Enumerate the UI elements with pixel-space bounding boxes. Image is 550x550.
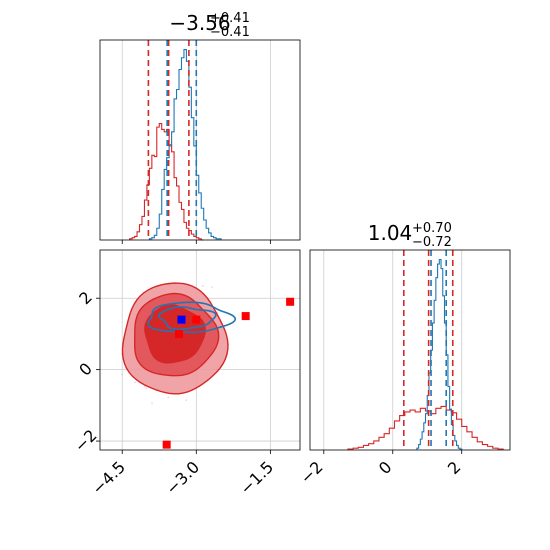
br-x-tick-label-0: −2 <box>297 457 327 487</box>
red-marker-4 <box>162 440 171 449</box>
blue-marker <box>177 315 186 324</box>
bg-point <box>145 387 148 390</box>
bg-point <box>151 402 153 405</box>
red-marker-3 <box>192 315 201 324</box>
br-x-ticks: −2 0 2 <box>297 457 465 487</box>
bg-point <box>143 385 146 388</box>
br-axes-frame <box>309 249 511 451</box>
br-grid <box>323 250 463 454</box>
br-title: 1.04 <box>368 221 413 245</box>
br-quantile-lines <box>402 250 454 450</box>
bg-point <box>211 286 213 289</box>
tl-title-sup: +0.41 <box>210 11 250 26</box>
tl-title: −3.56 <box>169 11 230 35</box>
tl-title-sub: −0.41 <box>210 25 250 40</box>
bl-y-ticks: −2 0 2 <box>71 288 101 456</box>
blue-contour-inner <box>157 306 217 331</box>
br-x-tick-label-1: 0 <box>375 457 396 478</box>
bl-red-contours <box>121 282 229 395</box>
bl-y-tick-label-2: 2 <box>75 288 96 309</box>
panel-top-left: −3.56 +0.41 −0.41 <box>99 11 301 244</box>
tl-axes-frame <box>99 39 301 241</box>
bl-y-tick-label-0: −2 <box>71 426 101 456</box>
bl-x-tick-label-0: −4.5 <box>88 457 129 498</box>
panel-bottom-right: 1.04 +0.70 −0.72 −2 0 2 <box>297 221 511 488</box>
bg-point <box>201 285 204 288</box>
red-marker-1 <box>241 312 250 321</box>
bl-y-tick-label-1: 0 <box>75 359 96 380</box>
histogram-series-0 <box>347 405 504 450</box>
bl-markers <box>162 297 295 449</box>
bg-point <box>134 381 136 384</box>
tl-histograms <box>129 48 222 241</box>
blue-contour-outer <box>147 301 237 334</box>
bl-x-tick-label-1: −3.0 <box>162 457 203 498</box>
red-marker-2 <box>286 297 295 306</box>
br-histograms <box>347 258 504 450</box>
br-title-sub: −0.72 <box>412 235 452 250</box>
bl-axes-frame <box>99 249 301 451</box>
red-marker-0 <box>175 329 184 338</box>
bg-point <box>167 396 170 399</box>
tl-quantile-lines <box>147 40 198 240</box>
bl-x-ticks: −4.5 −3.0 −1.5 <box>88 450 277 498</box>
bl-x-tick-label-2: −1.5 <box>236 457 277 498</box>
br-title-sup: +0.70 <box>412 221 452 236</box>
br-x-tick-label-2: 2 <box>444 457 465 478</box>
histogram-series-1 <box>148 48 222 240</box>
bg-point <box>185 399 188 402</box>
histogram-series-1 <box>416 258 463 450</box>
panel-bottom-left: −4.5 −3.0 −1.5 −2 0 2 <box>71 249 301 498</box>
bl-blue-contours <box>147 301 237 334</box>
